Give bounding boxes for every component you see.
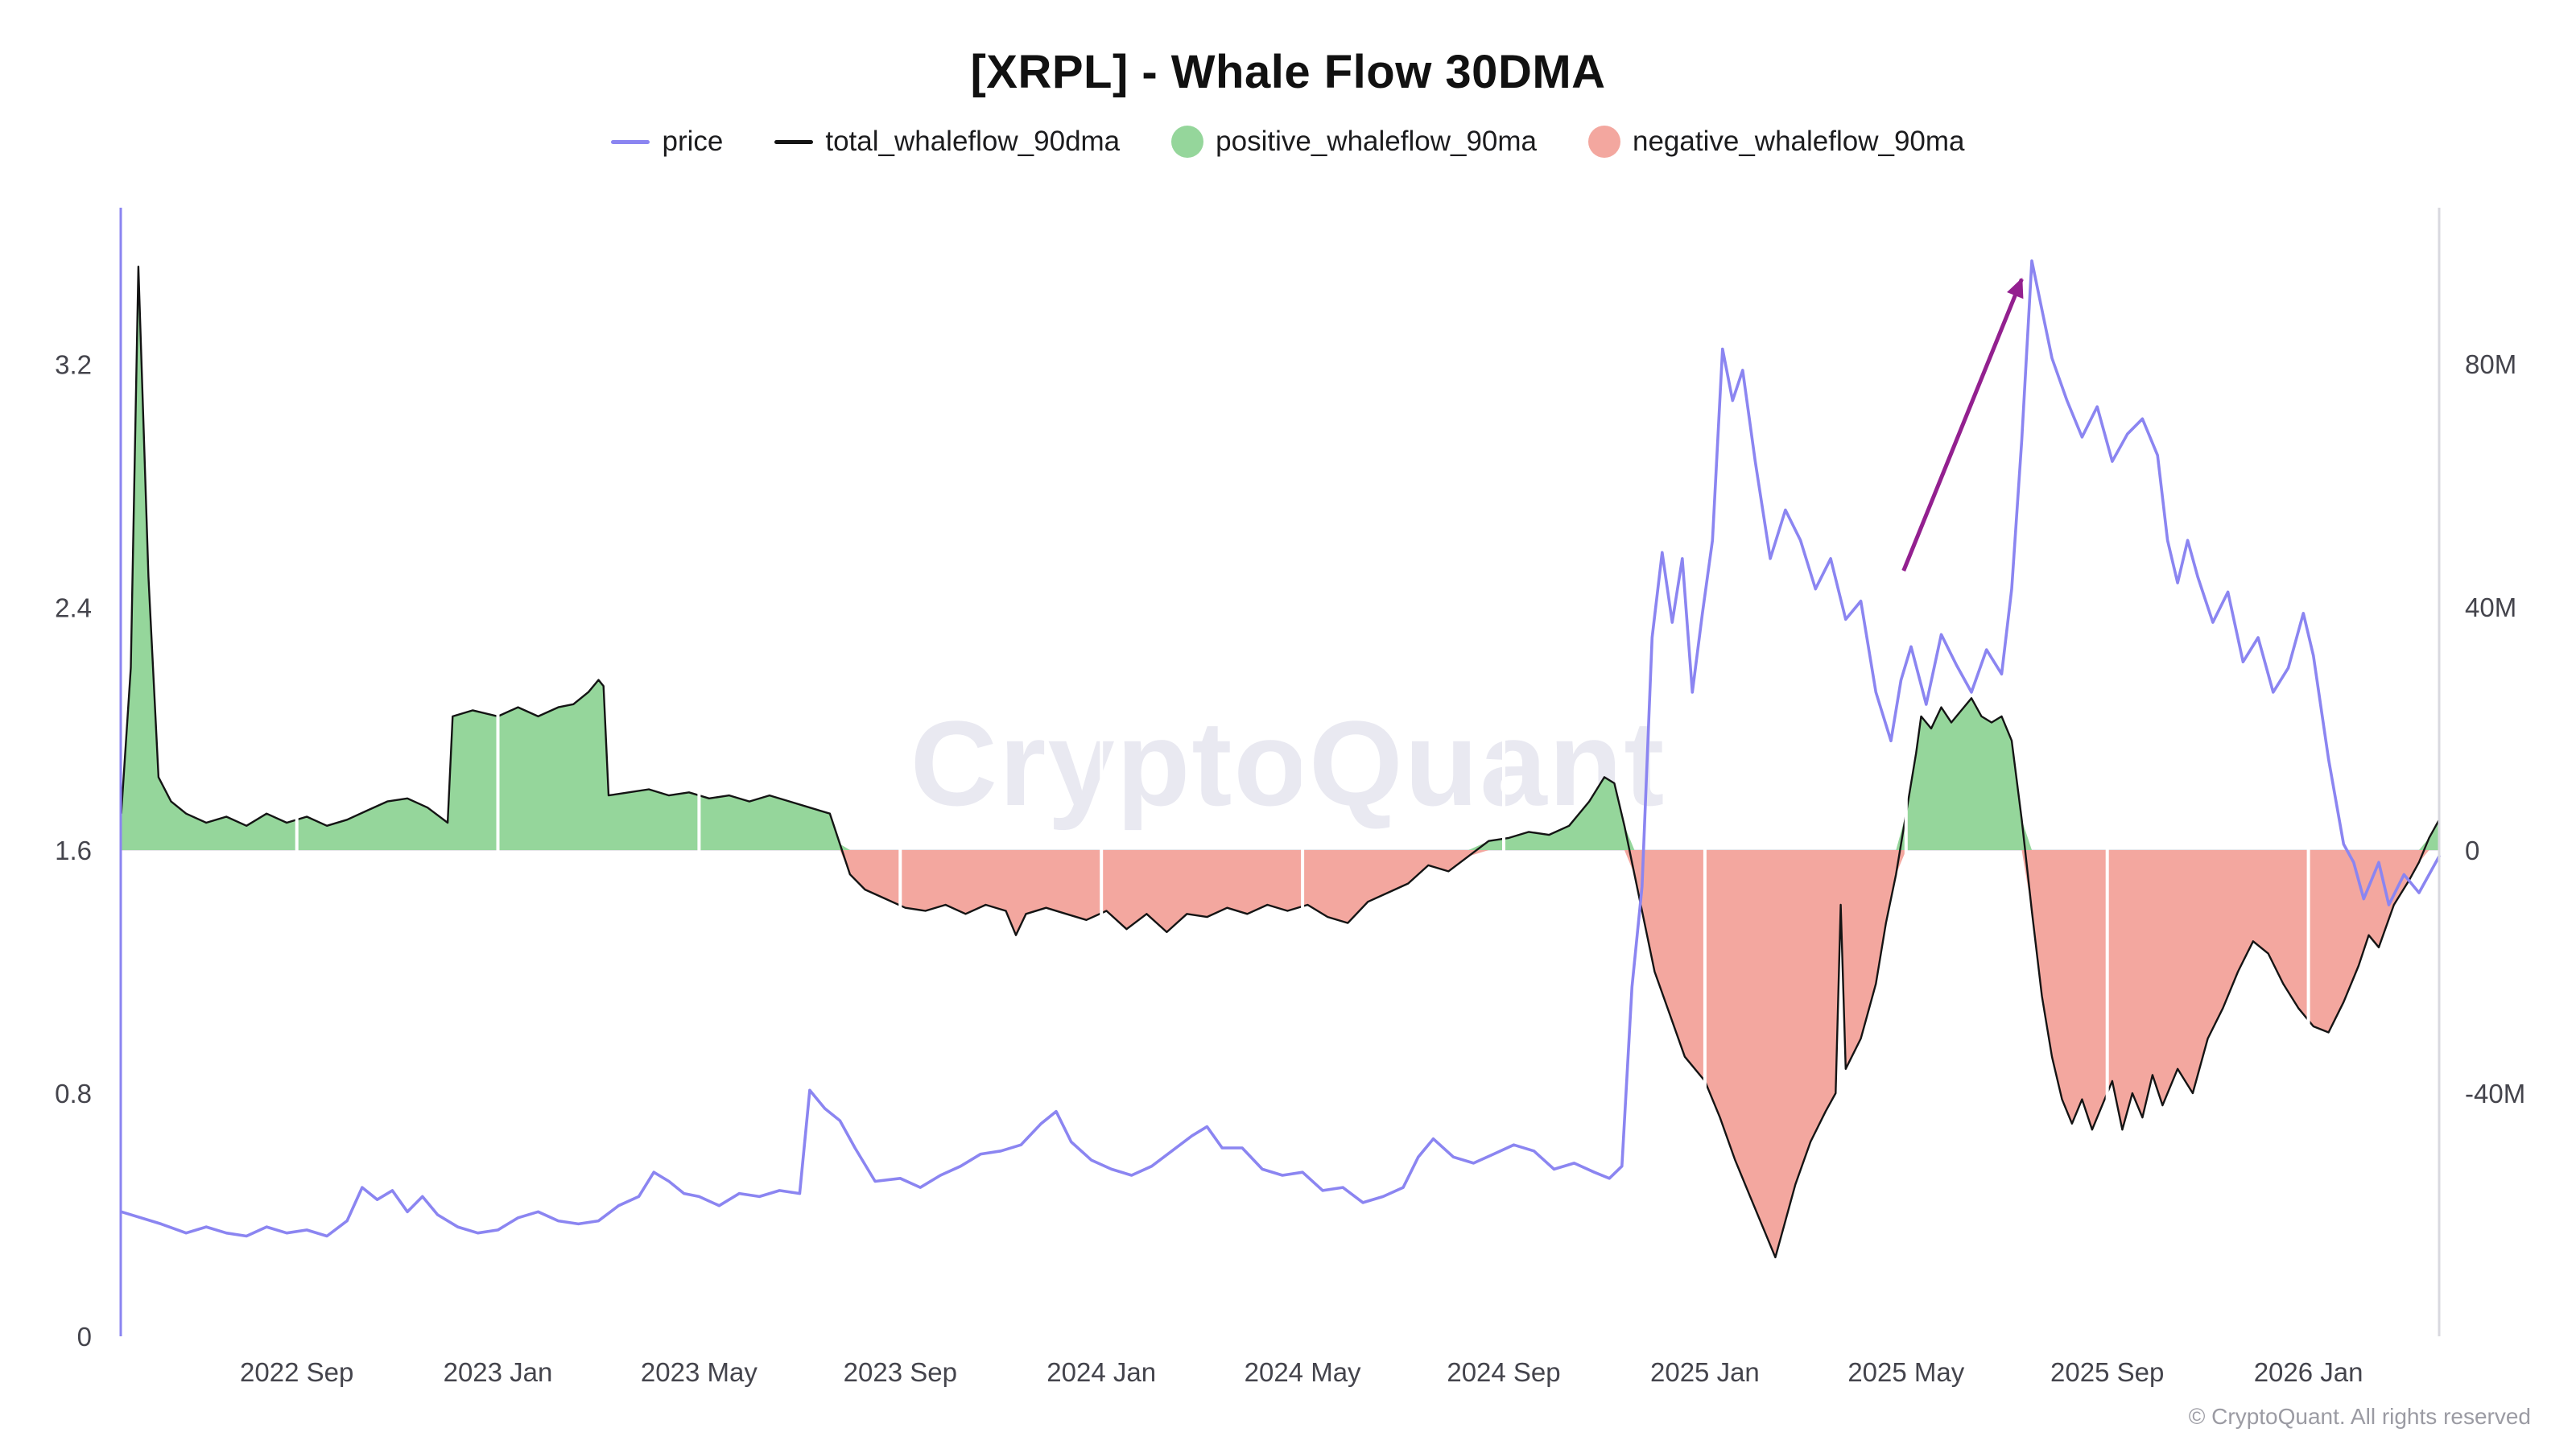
legend-label-negative-whaleflow: negative_whaleflow_90ma (1633, 126, 1965, 157)
negative-whaleflow-dot-swatch (1588, 126, 1620, 158)
x-axis-tick-label: 2025 May (1847, 1357, 1964, 1387)
x-axis-tick-label: 2024 Sep (1447, 1357, 1560, 1387)
x-axis-tick-label: 2024 May (1245, 1357, 1361, 1387)
left-axis-tick-label: 0.8 (55, 1079, 92, 1108)
right-axis-tick-label: 80M (2465, 349, 2516, 379)
right-axis-tick-label: 0 (2465, 836, 2479, 865)
legend-item-price[interactable]: price (611, 126, 723, 158)
legend-label-price: price (662, 126, 724, 157)
x-axis-tick-label: 2022 Sep (240, 1357, 353, 1387)
price-line (119, 259, 2441, 1238)
left-axis-tick-label: 1.6 (55, 836, 92, 865)
copyright-text: © CryptoQuant. All rights reserved (2188, 1404, 2531, 1429)
right-axis-tick-label: 40M (2465, 592, 2516, 622)
negative-whaleflow-area (121, 850, 2439, 1257)
left-axis-tick-label: 0 (77, 1322, 92, 1352)
x-axis-tick-label: 2023 Sep (844, 1357, 957, 1387)
x-axis-tick-label: 2023 May (641, 1357, 758, 1387)
right-axis-tick-label: -40M (2465, 1079, 2525, 1108)
legend-item-total-whaleflow[interactable]: total_whaleflow_90dma (774, 126, 1120, 158)
x-axis-tick-label: 2023 Jan (444, 1357, 553, 1387)
x-axis-tick-label: 2025 Sep (2050, 1357, 2164, 1387)
legend-item-positive-whaleflow[interactable]: positive_whaleflow_90ma (1171, 126, 1537, 158)
x-axis-tick-label: 2024 Jan (1046, 1357, 1156, 1387)
chart-title: [XRPL] - Whale Flow 30DMA (970, 46, 1606, 98)
price-line-swatch (611, 139, 650, 144)
x-axis-tick-label: 2025 Jan (1650, 1357, 1760, 1387)
trend-annotation-arrow (1901, 277, 2024, 572)
legend-item-negative-whaleflow[interactable]: negative_whaleflow_90ma (1588, 126, 1965, 158)
cryptoquant-watermark: CryptoQuant (910, 696, 1666, 831)
x-axis-tick-label: 2026 Jan (2254, 1357, 2363, 1387)
left-axis-tick-label: 2.4 (55, 592, 92, 622)
legend-label-total-whaleflow: total_whaleflow_90dma (825, 126, 1121, 157)
total-whaleflow-line-swatch (774, 139, 814, 144)
left-axis-tick-label: 3.2 (55, 349, 92, 379)
legend-label-positive-whaleflow: positive_whaleflow_90ma (1216, 126, 1537, 157)
positive-whaleflow-area (121, 266, 2439, 850)
positive-whaleflow-dot-swatch (1171, 126, 1204, 158)
legend: price total_whaleflow_90dma positive_wha… (0, 126, 2576, 158)
